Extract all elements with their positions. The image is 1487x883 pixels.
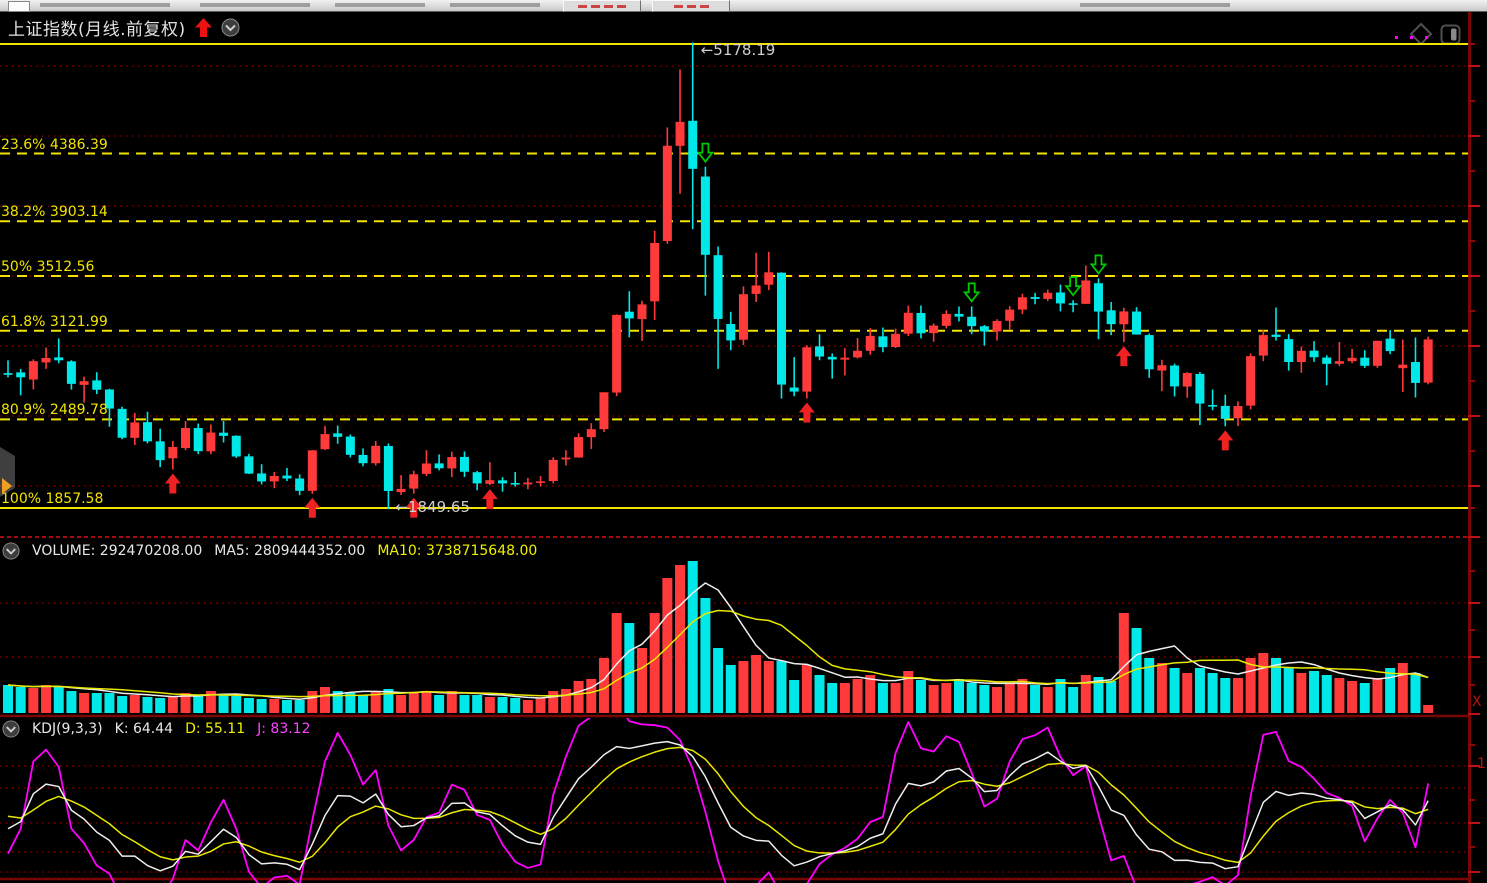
right-margin-1-label: 1 [1477,756,1486,772]
fib-label-38-2: 38.2% 3903.14 [1,204,108,221]
title-collapse-chevron-icon[interactable] [221,18,240,37]
fib-label-50: 50% 3512.56 [1,259,95,275]
volume-ma10-value: MA10: 3738715648.00 [377,543,538,559]
sell-signal-arrow [1064,276,1082,297]
buy-signal-arrow [304,497,321,518]
high-price-annotation: ←5178.19 [700,40,776,59]
volume-ma5-value: MA5: 2809444352.00 [214,543,366,559]
kdj-d-value: D: 55.11 [185,721,246,737]
sell-signal-arrow [962,282,981,303]
toolbar-button-1[interactable] [563,0,641,12]
slide-handle-arrow-icon[interactable] [2,478,12,494]
kdj-k-value: K: 64.44 [114,721,174,737]
sell-signal-arrow [696,142,715,164]
buy-signal-arrow [164,473,181,494]
buy-signal-arrow [1115,346,1132,367]
kdj-params-label: KDJ(9,3,3) [32,721,103,737]
fib-label-80-9: 80.9% 2489.78 [1,402,108,419]
toolbar-text-fragment [40,3,170,7]
buy-signal-arrow [1217,430,1234,451]
kdj-j-value: J: 83.12 [257,721,311,737]
toolbar-text-fragment [335,3,425,7]
kdj-collapse-chevron-icon[interactable] [2,720,20,738]
buy-signal-arrow [481,489,498,510]
volume-value: VOLUME: 292470208.00 [32,543,203,559]
kdj-header: KDJ(9,3,3) K: 64.44 D: 55.11 J: 83.12 [2,720,310,738]
toolbar-icon-box[interactable] [8,1,30,12]
toolbar-button-2[interactable] [652,0,730,12]
right-margin-x-label: X [1472,694,1482,710]
buy-signal-arrow [405,497,422,518]
chart-title-bar: 上证指数(月线.前复权) [0,13,1487,46]
volume-header: VOLUME: 292470208.00 MA5: 2809444352.00 … [2,542,537,560]
fib-label-100: 100% 1857.58 [1,491,104,507]
toolbar-text-fragment [1080,3,1230,7]
top-menubar[interactable] [0,0,1487,12]
toolbar-text-fragment [450,3,540,7]
trend-up-arrow-icon [194,17,212,37]
fib-label-61-8: 61.8% 3121.99 [1,313,108,330]
chart-title: 上证指数(月线.前复权) [8,19,186,40]
volume-collapse-chevron-icon[interactable] [2,542,20,560]
toolbar-text-fragment [200,3,310,7]
fib-label-23-6: 23.6% 4386.39 [1,136,108,153]
low-price-annotation: ←1849.65 [395,498,470,517]
buy-signal-arrow [798,402,815,423]
sell-signal-arrow [1089,254,1108,275]
